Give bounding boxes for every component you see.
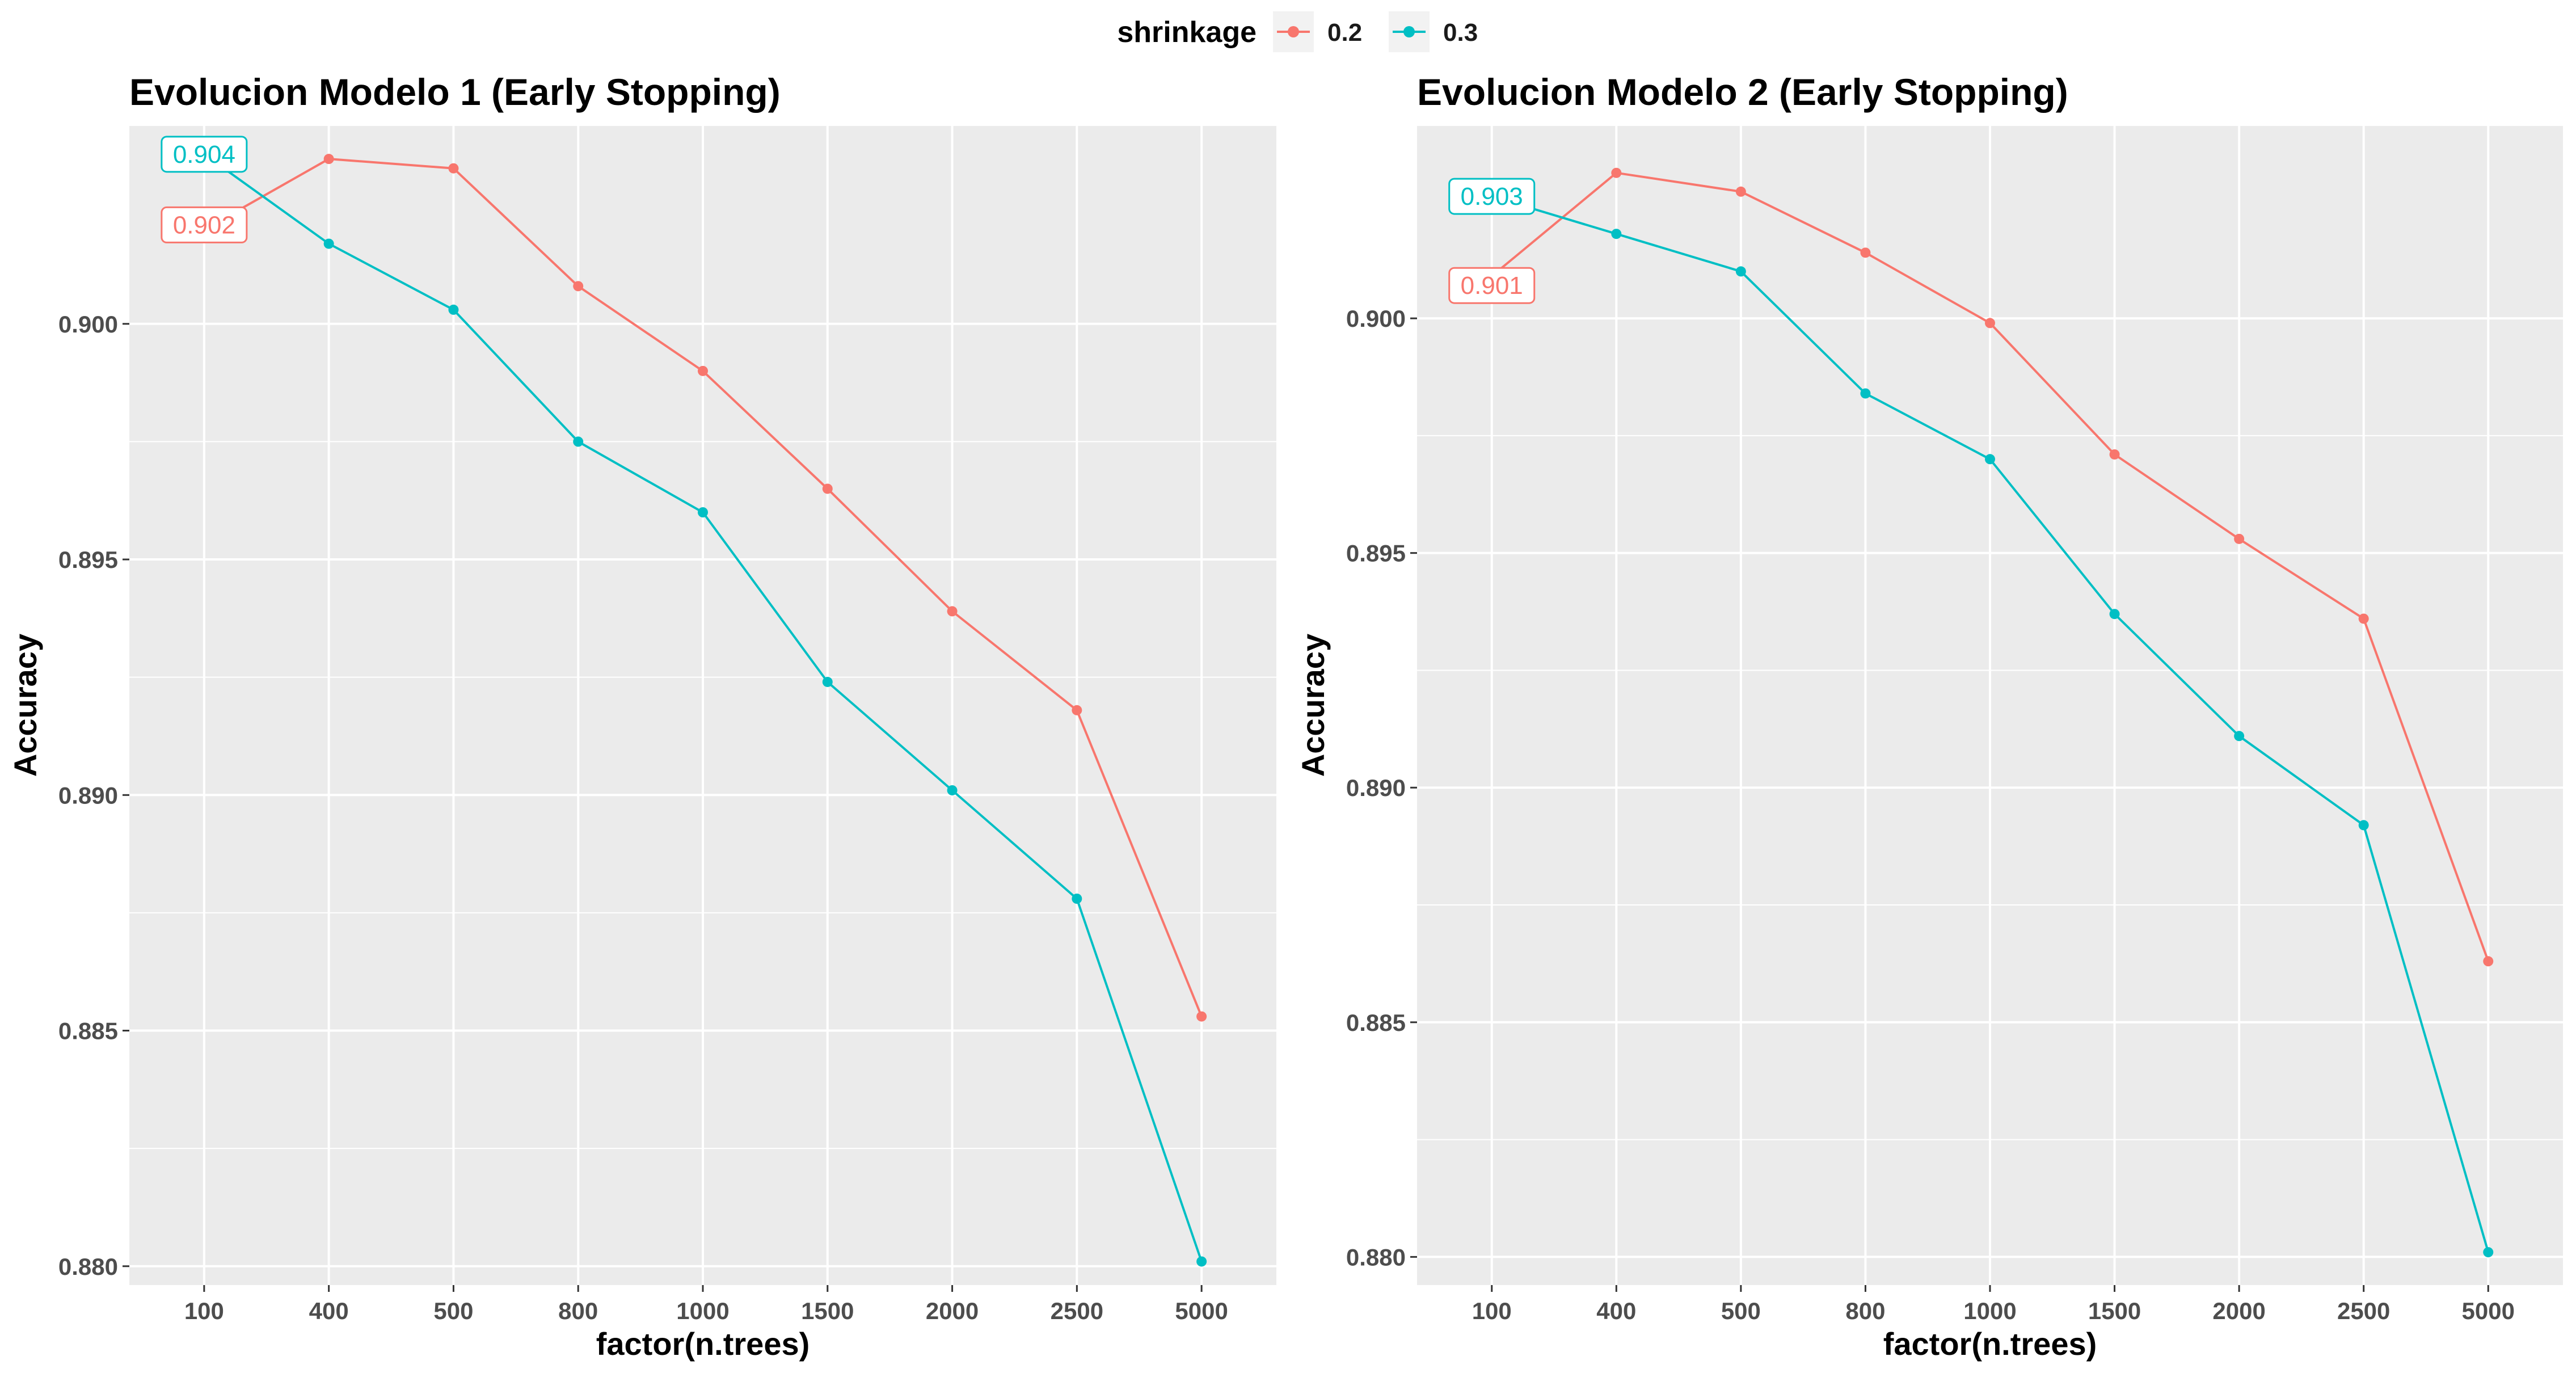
legend-label: 0.2 [1327,19,1362,47]
data-point [1611,167,1622,178]
legend-title: shrinkage [1117,16,1257,49]
x-axis-label: factor(n.trees) [1883,1326,2097,1362]
annotation-box [1448,267,1536,304]
data-points [1486,167,2494,1258]
x-axis-label: factor(n.trees) [596,1326,810,1362]
x-tick-label: 800 [1845,1298,1885,1324]
data-point [947,606,958,617]
y-tick-label: 0.880 [1346,1244,1406,1270]
data-point [2234,533,2245,544]
x-tick-label: 100 [1472,1298,1512,1324]
x-tick-label: 400 [1596,1298,1636,1324]
legend-key-point [1403,26,1415,37]
x-tick-label: 1000 [1963,1298,2016,1324]
chart-title: Evolucion Modelo 1 (Early Stopping) [129,71,781,113]
data-point [2358,820,2369,831]
chart-title: Evolucion Modelo 2 (Early Stopping) [1417,71,2068,113]
y-tick-label: 0.885 [1346,1009,1406,1036]
legend-item-0-3: 0.3 [1389,11,1478,52]
data-point [2109,609,2120,620]
gridlines [1417,126,2563,1285]
x-tick-label: 2000 [926,1298,979,1324]
x-tick-label: 1000 [676,1298,729,1324]
x-tick-label: 500 [433,1298,473,1324]
gridlines [129,126,1276,1285]
data-point [1735,186,1746,197]
data-point [1196,1256,1207,1267]
data-point [2483,956,2494,967]
annotation-label: 0.904 [173,141,235,169]
legend-item-0-2: 0.2 [1273,11,1362,52]
legend-label: 0.3 [1443,19,1478,47]
legend: shrinkage 0.2 0.3 [1117,11,1478,52]
x-tick-label: 400 [309,1298,349,1324]
annotation-label: 0.901 [1461,272,1523,300]
x-tick-label: 500 [1721,1298,1761,1324]
data-point [1860,388,1871,399]
y-tick-label: 0.890 [1346,774,1406,801]
legend-key-point [1288,26,1299,37]
y-tick-label: 0.900 [1346,305,1406,332]
x-tick-label: 100 [184,1298,224,1324]
x-tick-label: 2000 [2212,1298,2265,1324]
y-tick-label: 0.890 [58,782,118,808]
data-point [448,163,459,174]
chart-panel-modelo-2: Evolucion Modelo 2 (Early Stopping) 0.90… [1295,71,2563,1362]
annotations: 0.904 0.902 [161,136,248,243]
x-axis-ticks: 100 400 500 800 1000 1500 2000 2500 5000 [1472,1285,2515,1324]
data-point [1196,1011,1207,1022]
data-point [698,507,708,517]
x-tick-label: 5000 [1175,1298,1228,1324]
annotation-box [161,136,248,173]
data-point [2358,613,2369,624]
x-tick-label: 2500 [2337,1298,2390,1324]
data-point [947,785,958,795]
data-point [2483,1247,2494,1258]
data-point [1735,266,1746,277]
data-point [698,365,708,376]
data-point [573,436,584,447]
x-tick-label: 5000 [2462,1298,2515,1324]
data-point [822,483,833,494]
x-tick-label: 800 [558,1298,598,1324]
annotations: 0.903 0.901 [1448,178,1536,304]
x-tick-label: 1500 [2088,1298,2141,1324]
y-tick-label: 0.885 [58,1018,118,1045]
data-point [323,154,334,165]
data-point [448,304,459,315]
x-tick-label: 2500 [1051,1298,1103,1324]
y-tick-label: 0.900 [58,311,118,338]
data-point [2109,449,2120,460]
annotation-label: 0.903 [1461,183,1523,210]
data-point [1611,229,1622,239]
y-tick-label: 0.895 [1346,540,1406,567]
annotation-box [161,206,248,243]
y-axis-label: Accuracy [7,634,43,777]
y-tick-label: 0.880 [58,1253,118,1280]
y-axis-ticks: 0.880 0.885 0.890 0.895 0.900 [1346,305,1417,1270]
data-point [1985,454,1995,465]
annotation-label: 0.902 [173,211,235,239]
y-tick-label: 0.895 [58,546,118,573]
data-point [822,676,833,687]
x-tick-label: 1500 [801,1298,854,1324]
data-point [1072,894,1082,904]
y-axis-label: Accuracy [1295,634,1331,777]
annotation-box [1448,178,1536,215]
data-point [573,281,584,292]
data-point [1985,318,1995,328]
x-axis-ticks: 100 400 500 800 1000 1500 2000 2500 5000 [184,1285,1228,1324]
data-point [1860,247,1871,258]
data-point [2234,731,2245,742]
data-point [323,238,334,249]
data-point [1072,705,1082,715]
chart-panel-modelo-1: Evolucion Modelo 1 (Early Stopping) 0.90… [7,71,1276,1362]
y-axis-ticks: 0.880 0.885 0.890 0.895 0.900 [58,311,129,1280]
